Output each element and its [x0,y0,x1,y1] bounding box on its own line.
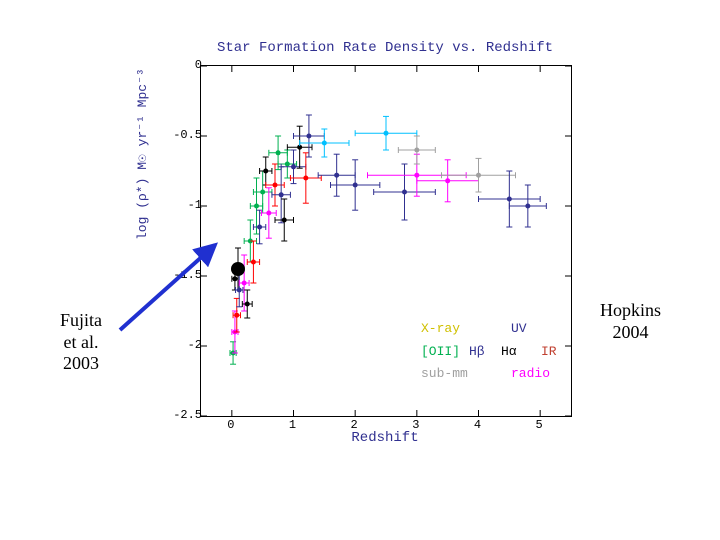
y-tick-label: -2 [162,338,202,352]
x-axis-label: Redshift [200,430,570,446]
caption-line: 2003 [63,353,99,373]
legend-item: radio [511,366,550,381]
caption-line: Hopkins [600,300,661,320]
legend-item: Hα [501,344,517,359]
caption-line: Fujita [60,310,102,330]
x-tick-label: 5 [529,418,549,432]
y-tick-label: -0.5 [162,128,202,142]
y-tick-label: -1 [162,198,202,212]
caption-line: et al. [64,332,99,352]
x-tick-label: 3 [406,418,426,432]
legend-item: IR [541,344,557,359]
y-tick-label: -1.5 [162,268,202,282]
x-tick-label: 4 [468,418,488,432]
chart-container: Star Formation Rate Density vs. Redshift… [140,35,580,455]
y-tick-label: 0 [162,58,202,72]
caption-line: 2004 [613,322,649,342]
y-tick-label: -2.5 [162,408,202,422]
legend-item: X-ray [421,321,460,336]
legend-item: [OII] [421,344,460,359]
y-axis-label: log (ρ*) M☉ yr⁻¹ Mpc⁻³ [135,68,150,240]
chart-title: Star Formation Rate Density vs. Redshift [200,40,570,56]
legend-item: Hβ [469,344,485,359]
plot-area: X-ray UV [OII] Hβ Hα IR sub-mm radio [200,65,572,417]
caption-hopkins: Hopkins 2004 [600,300,661,343]
x-tick-label: 2 [344,418,364,432]
legend-item: UV [511,321,527,336]
caption-fujita: Fujita et al. 2003 [60,310,102,375]
scatter-plot-svg [201,66,571,416]
x-tick-label: 1 [283,418,303,432]
x-tick-label: 0 [221,418,241,432]
legend-item: sub-mm [421,366,468,381]
